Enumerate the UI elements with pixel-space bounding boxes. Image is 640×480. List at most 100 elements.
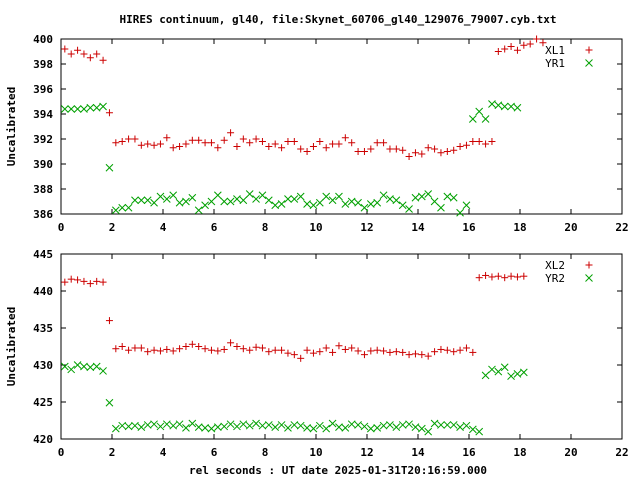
data-point <box>169 347 177 355</box>
data-point <box>309 201 318 210</box>
data-point <box>437 345 445 353</box>
data-point <box>137 141 145 149</box>
data-point <box>118 203 127 212</box>
data-point <box>67 275 75 283</box>
data-point <box>233 195 241 203</box>
data-point <box>233 422 241 431</box>
data-point <box>150 420 158 429</box>
data-point <box>137 423 146 432</box>
data-point <box>488 273 496 281</box>
data-point <box>437 203 445 212</box>
data-point <box>156 347 164 355</box>
data-point <box>258 138 266 145</box>
data-point <box>335 342 343 350</box>
data-point <box>74 276 82 284</box>
series-yr1 <box>60 100 522 217</box>
data-point <box>437 149 445 157</box>
data-point <box>539 39 547 47</box>
x-tick-label: 12 <box>360 446 373 459</box>
data-point <box>303 346 311 354</box>
data-point <box>475 138 483 145</box>
data-point <box>360 351 368 359</box>
data-point <box>290 421 299 429</box>
data-point <box>105 109 113 117</box>
data-point <box>239 135 247 143</box>
data-point <box>437 421 445 429</box>
data-point <box>112 139 120 147</box>
data-point <box>73 361 82 369</box>
data-point <box>239 196 248 205</box>
data-point <box>392 145 400 153</box>
data-point <box>169 421 178 430</box>
data-point <box>105 398 114 407</box>
data-point <box>80 362 88 371</box>
data-point <box>271 346 279 354</box>
data-point <box>99 56 107 64</box>
data-point <box>233 143 241 150</box>
x-tick-label: 6 <box>211 446 218 459</box>
data-point <box>182 197 190 206</box>
data-point <box>316 348 324 356</box>
data-point <box>61 278 69 286</box>
data-point <box>348 139 356 147</box>
data-point <box>258 421 267 430</box>
data-point <box>462 421 471 430</box>
data-point <box>519 368 528 377</box>
data-point <box>264 421 273 429</box>
x-tick-label: 16 <box>462 446 476 459</box>
data-point <box>309 424 318 433</box>
data-point <box>380 347 388 355</box>
data-point <box>322 424 331 433</box>
data-point <box>92 103 101 112</box>
data-point <box>449 421 458 429</box>
data-point <box>207 424 216 433</box>
data-point <box>405 205 413 213</box>
data-point <box>488 365 496 374</box>
data-point <box>507 102 515 111</box>
data-point <box>341 424 350 432</box>
data-point <box>175 420 184 429</box>
data-point <box>309 349 317 357</box>
data-point <box>118 138 126 145</box>
data-point <box>258 344 266 352</box>
data-point <box>494 48 502 55</box>
y-tick-label: 440 <box>33 285 53 298</box>
data-point <box>399 146 407 154</box>
data-point <box>380 139 388 147</box>
data-point <box>431 145 439 153</box>
data-point <box>450 348 458 356</box>
data-point <box>220 422 229 431</box>
data-point <box>303 200 311 208</box>
data-point <box>354 198 362 207</box>
data-point <box>405 351 413 359</box>
x-tick-label: 14 <box>411 221 425 234</box>
data-point <box>475 427 484 436</box>
data-point <box>513 273 521 281</box>
data-point <box>335 423 343 432</box>
data-point <box>501 274 509 282</box>
data-point <box>290 195 299 203</box>
plot-frame <box>60 38 623 215</box>
data-point <box>226 197 235 206</box>
data-point <box>373 424 382 432</box>
data-point <box>201 139 209 147</box>
x-tick-label: 18 <box>513 446 526 459</box>
y-tick-label: 435 <box>33 322 53 335</box>
data-point <box>360 148 368 155</box>
data-point <box>347 197 356 206</box>
x-tick-label: 4 <box>160 221 167 234</box>
data-point <box>296 421 305 430</box>
data-point <box>80 50 88 58</box>
data-point <box>99 278 107 286</box>
legend-marker <box>585 274 593 282</box>
data-point <box>418 150 426 158</box>
data-point <box>125 346 133 354</box>
data-point <box>213 423 222 432</box>
chart-title: HIRES continuum, gl40, file:Skynet_60706… <box>119 13 556 26</box>
data-point <box>163 134 171 142</box>
data-point <box>92 362 101 371</box>
y-tick-label: 425 <box>33 396 53 409</box>
data-point <box>188 340 196 348</box>
data-point <box>277 421 286 429</box>
data-point <box>322 344 330 352</box>
